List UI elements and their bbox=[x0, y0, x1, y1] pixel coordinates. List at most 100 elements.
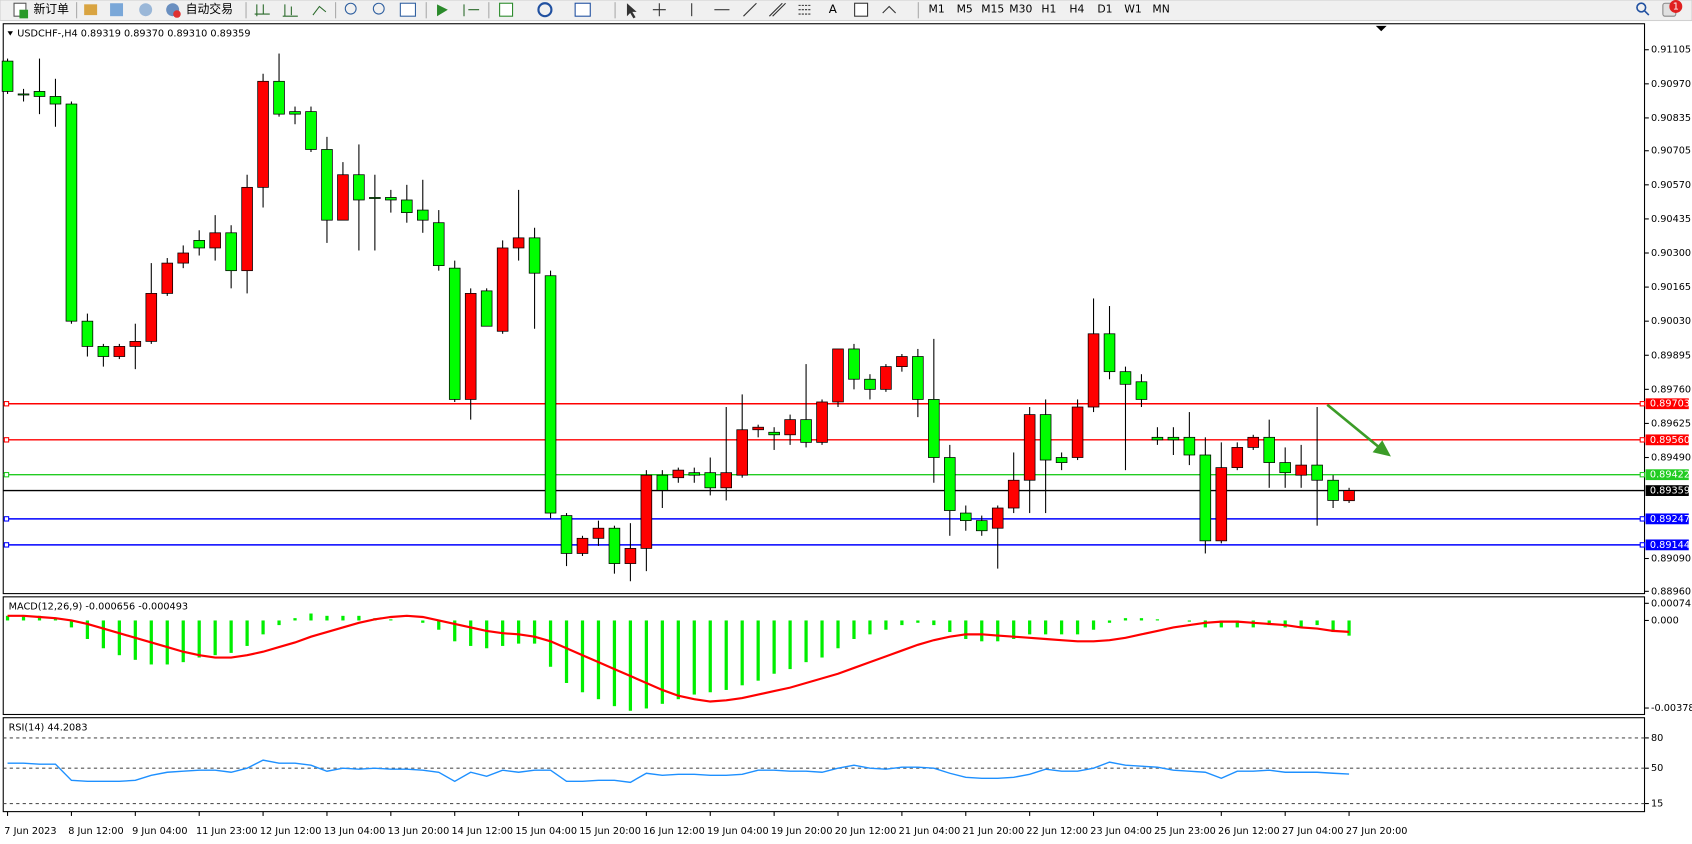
x-tick-label: 26 Jun 12:00 bbox=[1218, 826, 1280, 837]
level-handle bbox=[1639, 401, 1646, 407]
price-label: 0.89247 bbox=[1650, 514, 1690, 525]
candle-body bbox=[960, 512, 972, 522]
candle-body bbox=[193, 239, 205, 249]
indicators-icon[interactable] bbox=[499, 2, 514, 17]
histogram-bar bbox=[229, 620, 233, 653]
level-handle bbox=[1639, 542, 1646, 548]
search-icon[interactable] bbox=[1636, 2, 1647, 13]
candle-body bbox=[928, 399, 940, 458]
candle-body bbox=[592, 527, 605, 539]
templates-icon[interactable] bbox=[574, 2, 591, 17]
candle-body bbox=[1295, 464, 1307, 476]
text-tool[interactable]: A bbox=[829, 2, 838, 16]
new-order-button[interactable]: 新订单 bbox=[13, 2, 69, 19]
candle-body bbox=[1071, 406, 1084, 458]
candle-body bbox=[848, 348, 860, 380]
histogram-bar bbox=[69, 620, 74, 628]
candle-body bbox=[17, 93, 30, 96]
candle-body bbox=[209, 232, 221, 249]
arrows-icon[interactable] bbox=[882, 5, 897, 14]
icon[interactable] bbox=[84, 4, 98, 16]
candle-body bbox=[257, 80, 269, 188]
notifications[interactable]: 1 bbox=[1662, 0, 1683, 17]
autoscroll-icon[interactable] bbox=[463, 4, 480, 17]
histogram-bar bbox=[644, 620, 648, 709]
histogram-bar bbox=[21, 615, 26, 621]
timeframe-button[interactable]: H4 bbox=[1069, 3, 1084, 16]
icon[interactable] bbox=[110, 3, 124, 17]
label-icon[interactable] bbox=[854, 2, 869, 17]
timeframe-button[interactable]: M1 bbox=[929, 3, 945, 16]
candle-body bbox=[1039, 414, 1052, 461]
histogram-bar bbox=[884, 620, 888, 630]
histogram-bar bbox=[1187, 620, 1191, 622]
histogram-bar bbox=[516, 620, 521, 644]
candle-body bbox=[81, 320, 94, 347]
timeframe-button[interactable]: W1 bbox=[1124, 3, 1142, 16]
timeframe-button[interactable]: D1 bbox=[1097, 3, 1112, 16]
y-tick-label: 0.90705 bbox=[1651, 146, 1691, 157]
timeframe-button[interactable]: M30 bbox=[1009, 3, 1032, 16]
candle-body bbox=[640, 474, 653, 549]
level-handle bbox=[3, 516, 10, 522]
candle-body bbox=[353, 174, 365, 201]
price-label: 0.89359 bbox=[1650, 486, 1690, 497]
crosshair-icon[interactable] bbox=[652, 3, 666, 17]
histogram-bar bbox=[948, 620, 952, 633]
timeframe-button[interactable]: H1 bbox=[1041, 3, 1056, 16]
price-label-box bbox=[1645, 434, 1689, 446]
candle-body bbox=[560, 515, 573, 554]
histogram-bar bbox=[261, 620, 265, 635]
y-tick-label: 15 bbox=[1651, 799, 1663, 810]
channel-icon[interactable] bbox=[769, 2, 786, 17]
candle-body bbox=[273, 80, 285, 115]
candle-body bbox=[736, 429, 748, 476]
histogram-bar bbox=[117, 620, 121, 656]
panel-title: RSI(14) 44.2083 bbox=[9, 722, 88, 733]
zoom-in-icon[interactable] bbox=[344, 2, 357, 15]
periods-icon[interactable] bbox=[537, 2, 553, 18]
histogram-bar bbox=[900, 620, 904, 626]
icon[interactable] bbox=[139, 3, 153, 17]
candle-body bbox=[480, 290, 493, 327]
histogram-bar bbox=[756, 620, 760, 681]
histogram-bar bbox=[101, 620, 105, 649]
candle-body bbox=[720, 472, 732, 489]
bar-chart-icon[interactable] bbox=[254, 4, 270, 17]
histogram-bar bbox=[1299, 620, 1303, 628]
auto-trading-button[interactable]: 自动交易 bbox=[166, 2, 233, 18]
candle-body bbox=[1199, 454, 1212, 542]
timeframe-bar: M1 M5 M15 M30 H1 H4 D1 W1 MN bbox=[929, 3, 1170, 16]
level-handle bbox=[1639, 437, 1646, 443]
line-chart-icon[interactable] bbox=[312, 5, 327, 16]
cursor-icon[interactable] bbox=[626, 3, 637, 19]
y-tick-label: -0.003781 bbox=[1651, 703, 1692, 714]
y-tick-label: 0.90165 bbox=[1651, 282, 1691, 293]
x-tick-label: 27 Jun 20:00 bbox=[1346, 826, 1408, 837]
timeframe-button[interactable]: M15 bbox=[981, 3, 1004, 16]
zoom-out-icon[interactable] bbox=[372, 2, 385, 15]
histogram-bar bbox=[469, 620, 473, 646]
candle-icon[interactable] bbox=[282, 4, 298, 17]
histogram-bar bbox=[612, 620, 617, 707]
histogram-bar bbox=[676, 620, 680, 700]
tile-icon[interactable] bbox=[399, 2, 416, 17]
timeframe-button[interactable]: MN bbox=[1152, 3, 1169, 16]
price-label: 0.89703 bbox=[1650, 399, 1690, 410]
timeframe-button[interactable]: M5 bbox=[957, 3, 973, 16]
histogram-bar bbox=[1075, 620, 1080, 635]
y-tick-label: 0.90030 bbox=[1651, 316, 1691, 327]
candle-body bbox=[608, 527, 621, 564]
fibo-icon[interactable] bbox=[798, 4, 812, 15]
x-tick-label: 25 Jun 23:00 bbox=[1154, 826, 1216, 837]
shift-icon[interactable] bbox=[437, 4, 448, 17]
y-tick-label: 0.90435 bbox=[1651, 214, 1691, 225]
trendline-icon[interactable] bbox=[743, 2, 757, 17]
candle-body bbox=[321, 149, 333, 221]
candle-body bbox=[225, 232, 237, 272]
x-tick-label: 22 Jun 12:00 bbox=[1026, 826, 1088, 837]
histogram-bar bbox=[421, 620, 425, 623]
chart-area: 0.91105 0.90970 0.90835 0.90705 0.90570 0.904… bbox=[1, 23, 1692, 837]
candle-body bbox=[864, 378, 876, 390]
